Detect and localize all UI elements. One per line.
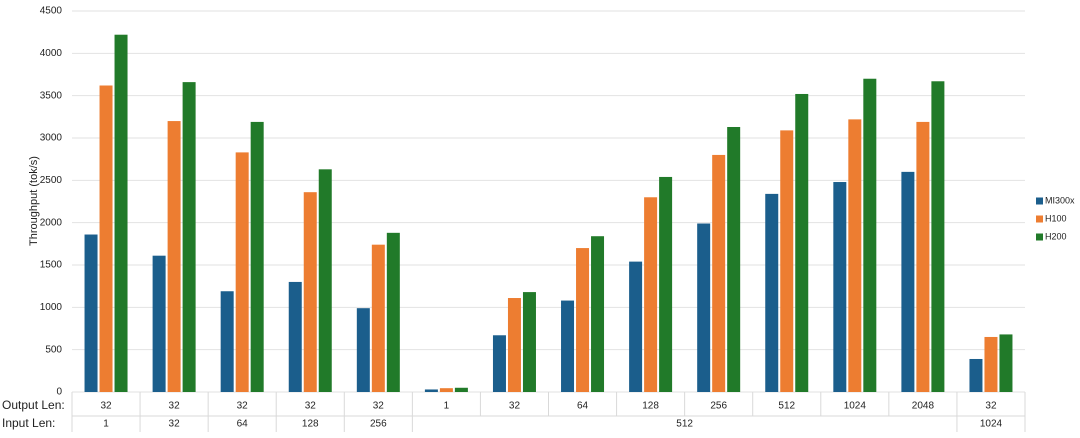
bar: [84, 234, 98, 392]
bar: [318, 169, 332, 392]
bar: [629, 261, 643, 392]
bar: [220, 291, 234, 392]
bar: [576, 248, 590, 392]
legend-label: H100: [1045, 213, 1067, 223]
output-len-label: 32: [509, 401, 521, 412]
input-len-label: 512: [676, 419, 693, 430]
bar: [288, 281, 302, 392]
legend-swatch: [1036, 197, 1043, 205]
bar: [235, 152, 249, 392]
bar: [424, 389, 438, 392]
bar: [697, 223, 711, 392]
y-tick-label: 0: [56, 387, 62, 398]
bar: [99, 85, 113, 393]
bar: [901, 171, 915, 392]
input-len-label: Input Len:: [2, 416, 55, 430]
output-len-label: 512: [778, 401, 795, 412]
bar: [795, 93, 809, 393]
output-len-label: 32: [305, 401, 317, 412]
bar: [931, 81, 945, 393]
bar: [644, 197, 658, 392]
bar: [712, 154, 726, 392]
bar: [984, 336, 998, 392]
bar: [356, 308, 370, 392]
bar: [780, 130, 794, 392]
bar: [507, 298, 521, 392]
y-tick-label: 2500: [40, 175, 63, 186]
bar: [522, 292, 536, 392]
legend-label: MI300x: [1045, 195, 1075, 205]
bar: [439, 388, 453, 392]
output-len-label: 256: [710, 401, 727, 412]
bar: [250, 121, 264, 392]
bar: [727, 126, 741, 392]
bar: [371, 244, 385, 392]
y-tick-label: 3000: [40, 133, 63, 144]
bar: [303, 192, 317, 392]
bar: [591, 236, 605, 392]
output-len-label: 64: [577, 401, 589, 412]
bar: [492, 335, 506, 392]
y-tick-label: 1000: [40, 302, 63, 313]
bar: [659, 176, 673, 392]
y-tick-label: 1500: [40, 260, 63, 271]
bar: [765, 193, 779, 392]
output-len-label: 1: [444, 401, 450, 412]
output-len-label: 32: [100, 401, 112, 412]
input-len-label: 1024: [980, 419, 1003, 430]
input-len-label: 64: [237, 419, 249, 430]
y-tick-label: 3500: [40, 90, 63, 101]
y-tick-label: 2000: [40, 217, 63, 228]
legend-swatch: [1036, 233, 1043, 241]
bar: [999, 334, 1013, 392]
legend-swatch: [1036, 215, 1043, 223]
bar: [863, 78, 877, 392]
bar: [152, 255, 166, 392]
output-len-label: 32: [373, 401, 385, 412]
output-len-label: 1024: [844, 401, 867, 412]
bar: [848, 119, 862, 392]
output-len-label: 2048: [912, 401, 935, 412]
y-axis-label: Throughput (tok/s): [28, 156, 40, 246]
output-len-label: Output Len:: [2, 398, 65, 412]
bar: [454, 387, 468, 392]
bar: [167, 121, 181, 393]
bar: [182, 82, 196, 393]
output-len-label: 128: [642, 401, 659, 412]
input-len-label: 128: [302, 419, 319, 430]
bar: [561, 300, 575, 392]
y-tick-label: 4500: [40, 6, 63, 17]
bar: [916, 121, 930, 392]
y-tick-label: 4000: [40, 48, 63, 59]
input-len-label: 1: [103, 419, 109, 430]
y-tick-label: 500: [45, 344, 62, 355]
bar: [833, 182, 847, 392]
input-len-label: 32: [169, 419, 181, 430]
input-len-label: 256: [370, 419, 387, 430]
bar: [969, 358, 983, 392]
legend-label: H200: [1045, 231, 1067, 241]
output-len-label: 32: [237, 401, 249, 412]
output-len-label: 32: [985, 401, 997, 412]
output-len-label: 32: [169, 401, 181, 412]
bar: [386, 232, 400, 392]
bar: [114, 34, 128, 392]
